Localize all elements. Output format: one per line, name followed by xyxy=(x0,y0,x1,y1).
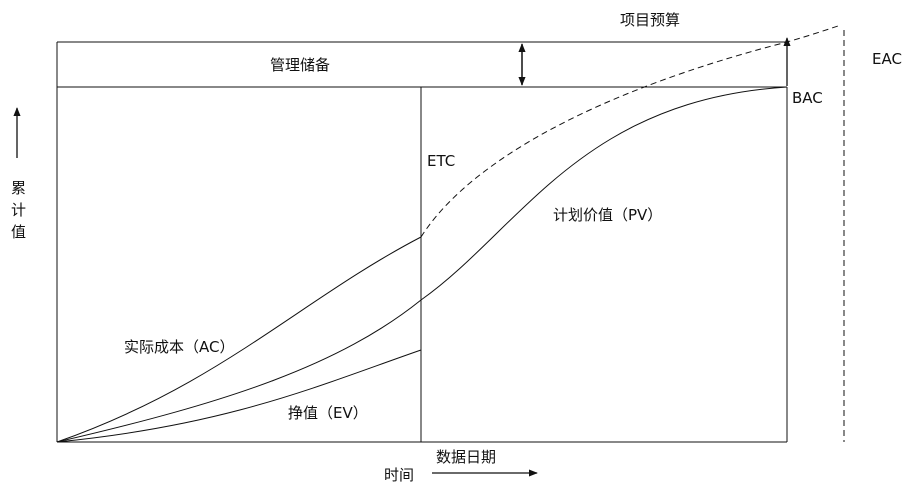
pv-label: 计划价值（PV） xyxy=(553,206,662,224)
ev-label: 挣值（EV） xyxy=(288,404,368,422)
bac-label: BAC xyxy=(792,89,823,107)
y-axis-label-char-1: 累 xyxy=(11,179,26,197)
ev-curve xyxy=(56,349,422,443)
time-axis-label: 时间 xyxy=(384,466,414,484)
etc-label: ETC xyxy=(427,152,455,170)
data-date-label: 数据日期 xyxy=(436,448,496,466)
pv-curve xyxy=(56,86,788,443)
y-axis-label-char-2: 计 xyxy=(11,201,26,219)
etc-dashed-curve xyxy=(420,25,839,238)
project-budget-label: 项目预算 xyxy=(620,11,680,29)
y-axis-label-char-3: 值 xyxy=(11,223,26,241)
ac-label: 实际成本（AC） xyxy=(124,338,234,356)
ac-curve xyxy=(56,236,422,443)
eac-label: EAC xyxy=(872,50,902,68)
management-reserve-label: 管理储备 xyxy=(270,56,330,74)
